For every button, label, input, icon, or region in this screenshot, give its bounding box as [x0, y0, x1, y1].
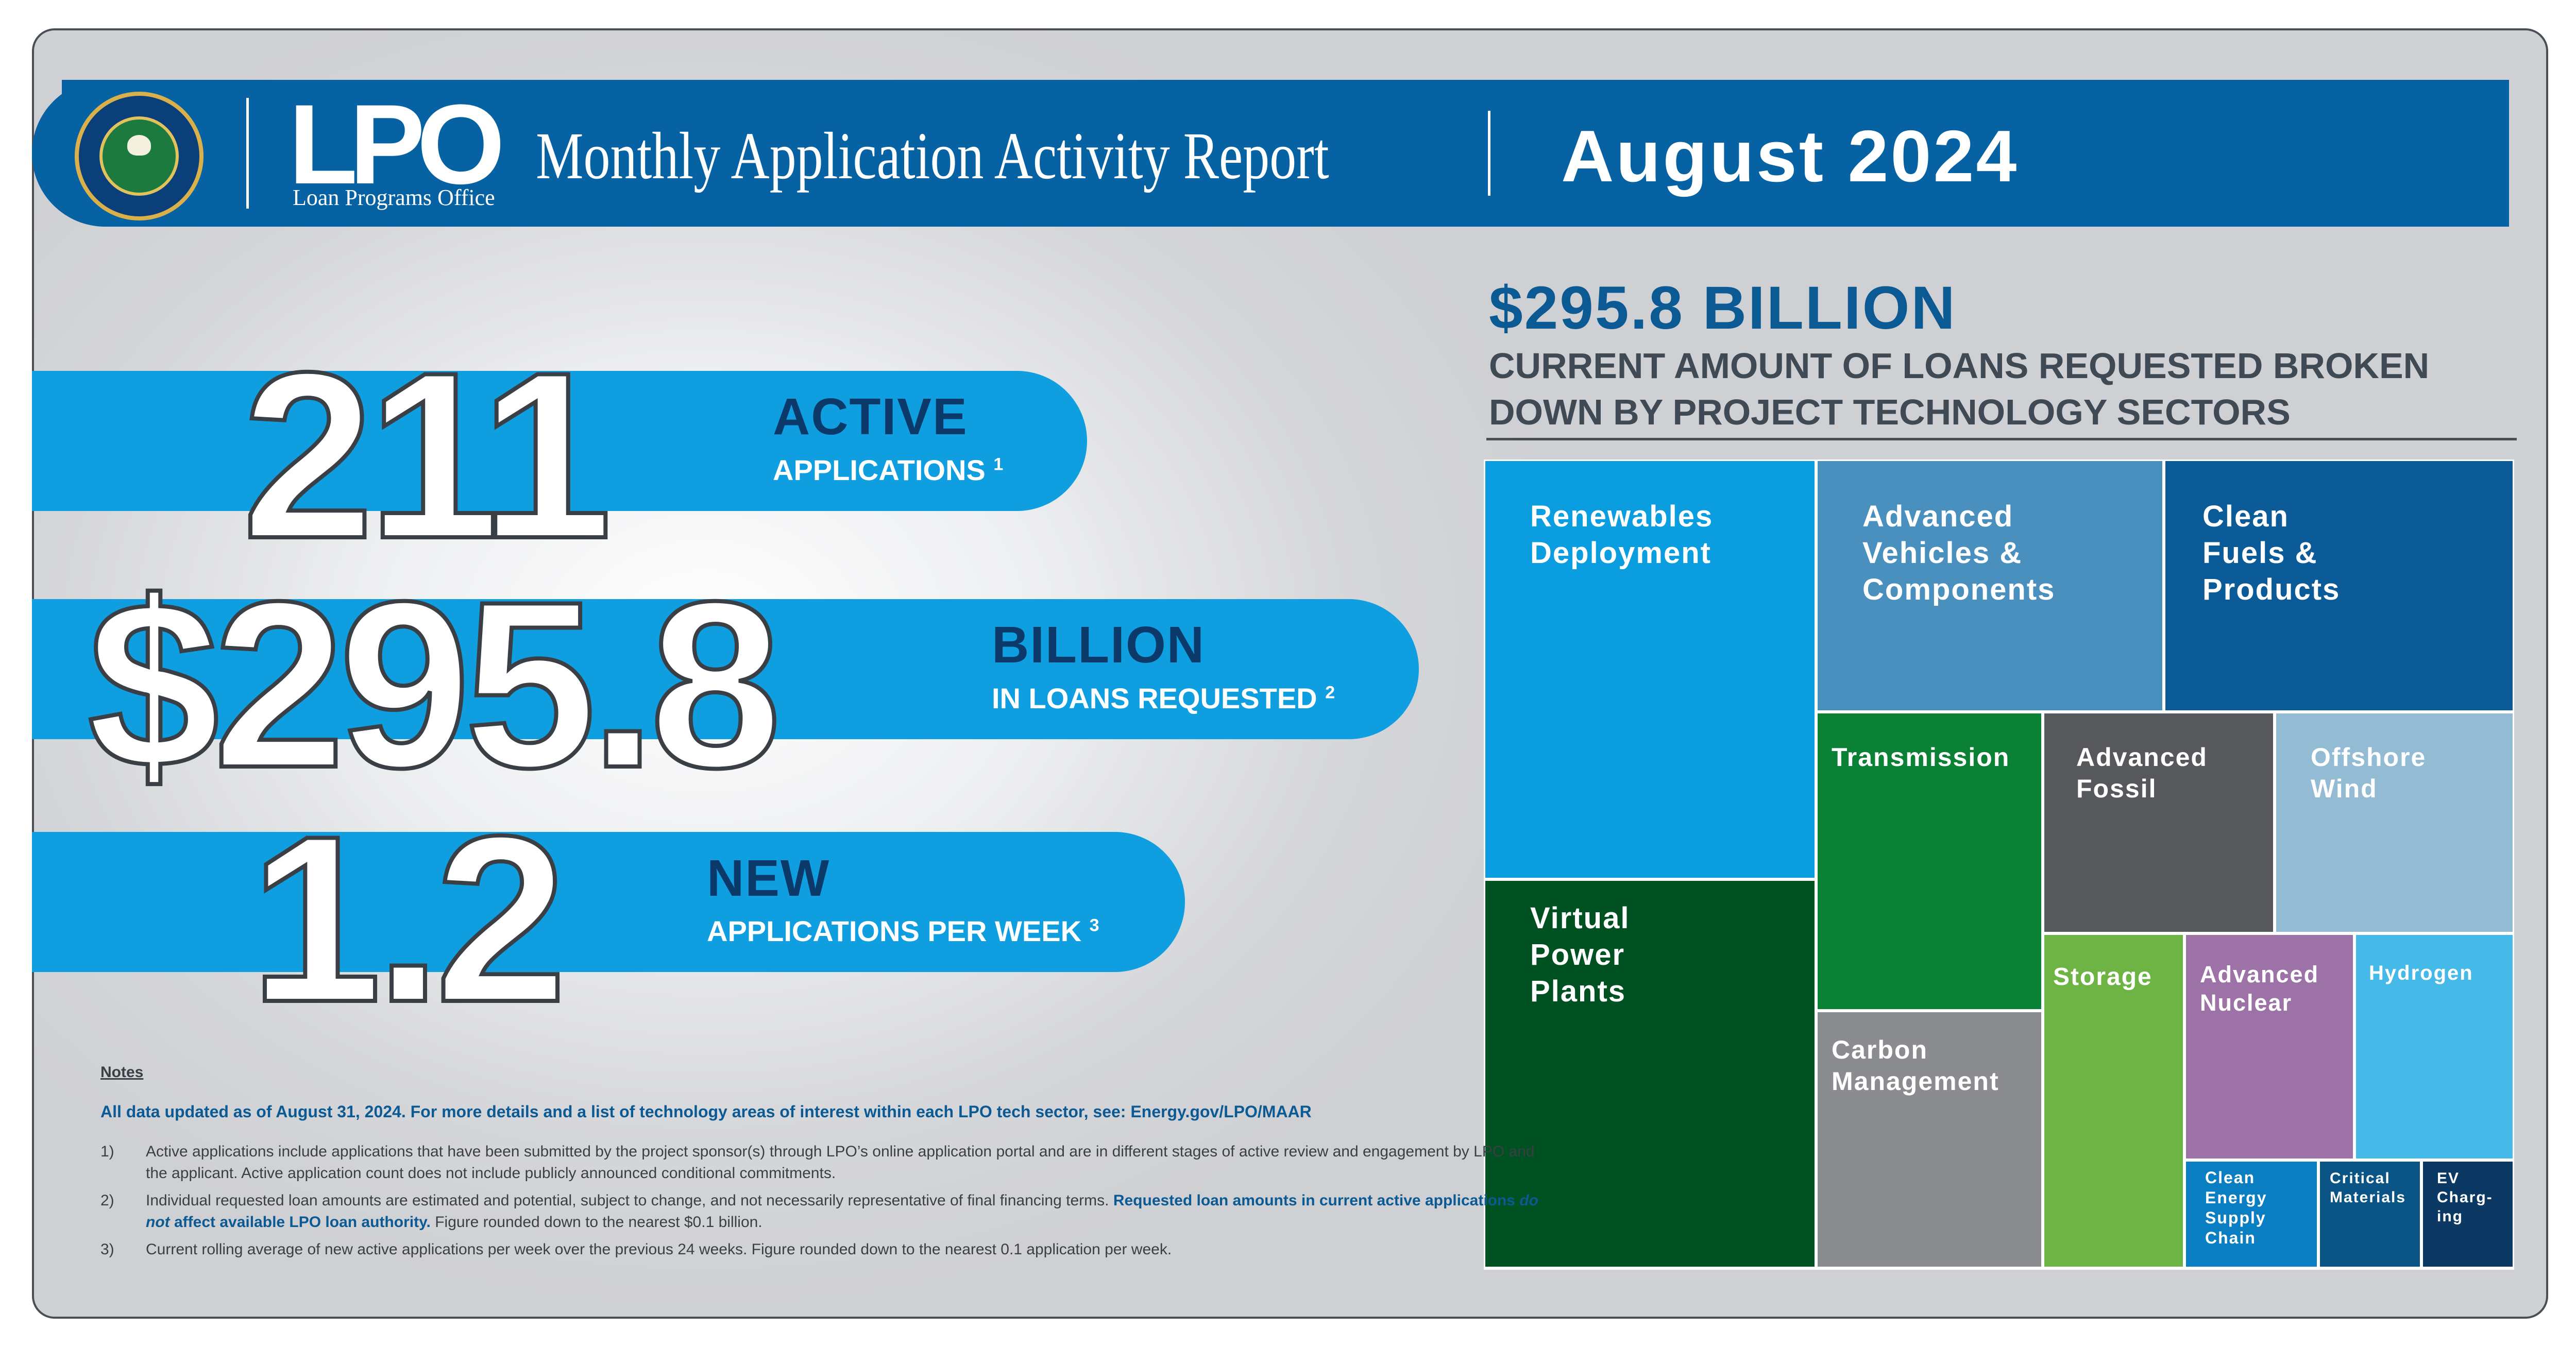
treemap-chart: Renewables Deployment Virtual Power Plants Ad…	[1484, 459, 2514, 1270]
note-3-num: 3)	[100, 1241, 114, 1258]
stat-new-sub: APPLICATIONS PER WEEK 3	[707, 915, 1099, 947]
treemap-label-13: EV Charg-ing	[2437, 1170, 2493, 1225]
note-1-num: 1)	[100, 1143, 114, 1160]
treemap-subheading: CURRENT AMOUNT OF LOANS REQUESTED BROKEN…	[1489, 346, 2430, 432]
note-2-num: 2)	[100, 1192, 114, 1209]
treemap-cell-5	[1815, 1009, 2044, 1270]
report-month: August 2024	[1561, 115, 2019, 197]
header-bar	[62, 80, 2509, 227]
treemap-heading: $295.8 BILLION	[1489, 274, 1957, 342]
lpo-logo: LPO	[289, 81, 505, 208]
seal-shield	[99, 116, 179, 196]
treemap-cell-9	[2183, 932, 2356, 1162]
lpo-logo-subtitle: Loan Programs Office	[293, 185, 495, 210]
notes-title: Notes	[100, 1064, 144, 1081]
stat-active-label: ACTIVE	[773, 388, 968, 446]
stat-loans-sub: IN LOANS REQUESTED 2	[992, 682, 1335, 714]
doe-seal-icon	[75, 92, 204, 220]
treemap-label-4: Transmission	[1832, 743, 2010, 772]
stat-new-label: NEW	[707, 849, 831, 907]
note-1-text: Active applications include applications…	[146, 1143, 1535, 1182]
header-divider-1	[246, 98, 249, 209]
stat-loans-label: BILLION	[992, 616, 1205, 674]
treemap-cell-4	[1815, 710, 2044, 1012]
eagle-icon	[127, 135, 151, 156]
treemap-label-1: Virtual Power Plants	[1530, 901, 1630, 1008]
treemap-label-2: Advanced Vehicles & Components	[1862, 500, 2055, 606]
treemap-rule	[1486, 438, 2517, 440]
treemap-cell-0	[1484, 459, 1818, 881]
stat-pill-new	[32, 832, 1185, 972]
treemap-cell-13	[2420, 1158, 2514, 1270]
stat-new-value: 1.2	[248, 787, 569, 1051]
treemap-label-9: Advanced Nuclear	[2200, 961, 2319, 1016]
stat-pill-active	[32, 371, 1087, 511]
stat-active-value: 211	[240, 323, 614, 588]
notes-lead: All data updated as of August 31, 2024. …	[100, 1102, 1312, 1121]
treemap-cell-11	[2183, 1158, 2320, 1270]
page-title: Monthly Application Activity Report	[536, 119, 1329, 193]
treemap-cell-7	[2273, 710, 2514, 935]
header-divider-2	[1488, 111, 1490, 196]
treemap-label-7: Offshore Wind	[2311, 743, 2426, 803]
treemap-cell-10	[2353, 932, 2514, 1162]
treemap-label-6: Advanced Fossil	[2076, 743, 2208, 803]
note-3-text: Current rolling average of new active ap…	[146, 1241, 1172, 1258]
stat-active-sub: APPLICATIONS 1	[773, 454, 1004, 486]
stat-pill-loans	[32, 599, 1419, 739]
stat-loans-value: $295.8	[86, 553, 784, 817]
treemap-label-3: Clean Fuels & Products	[2202, 500, 2340, 606]
treemap-cell-1	[1484, 878, 1818, 1270]
treemap-label-11: Clean Energy Supply Chain	[2205, 1168, 2267, 1247]
treemap-label-8: Storage	[2053, 963, 2153, 991]
treemap-cell-3	[2162, 459, 2514, 713]
note-2-text: Individual requested loan amounts are es…	[146, 1192, 1538, 1231]
treemap-label-10: Hydrogen	[2369, 962, 2473, 984]
treemap-label-0: Renewables Deployment	[1530, 500, 1713, 570]
treemap-label-12: Critical Materials	[2330, 1170, 2406, 1206]
treemap-label-5: Carbon Management	[1832, 1035, 1999, 1096]
treemap-cell-8	[2041, 932, 2186, 1270]
